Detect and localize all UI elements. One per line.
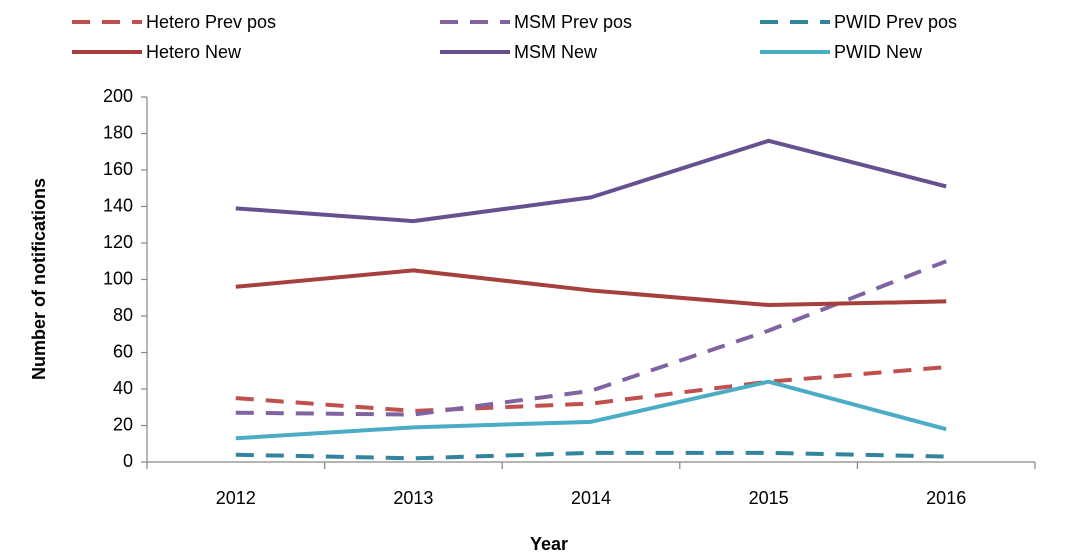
y-tick-label: 200 [103,86,133,106]
x-tick-label: 2012 [216,488,256,508]
line-series [235,365,947,413]
x-axis-label: Year [530,534,568,554]
line-series [235,268,947,308]
legend-label: Hetero New [146,42,242,62]
legend-label: MSM Prev pos [514,12,632,32]
line-series [235,450,947,461]
x-tick-label: 2015 [749,488,789,508]
line-series [235,379,947,441]
y-tick-label: 100 [103,268,133,288]
y-tick-label: 20 [113,414,133,434]
y-tick-label: 160 [103,159,133,179]
x-tick-label: 2013 [393,488,433,508]
x-tick-label: 2014 [571,488,611,508]
line-series [235,259,947,417]
y-tick-label: 0 [123,451,133,471]
legend-label: Hetero Prev pos [146,12,276,32]
y-tick-label: 120 [103,232,133,252]
legend-label: MSM New [514,42,598,62]
y-tick-label: 180 [103,122,133,142]
legend-label: PWID New [834,42,923,62]
y-tick-label: 140 [103,195,133,215]
line-series [235,138,947,224]
y-tick-label: 40 [113,378,133,398]
y-tick-label: 60 [113,341,133,361]
legend-label: PWID Prev pos [834,12,957,32]
y-tick-label: 80 [113,305,133,325]
y-axis-label: Number of notifications [29,178,49,380]
x-tick-label: 2016 [926,488,966,508]
